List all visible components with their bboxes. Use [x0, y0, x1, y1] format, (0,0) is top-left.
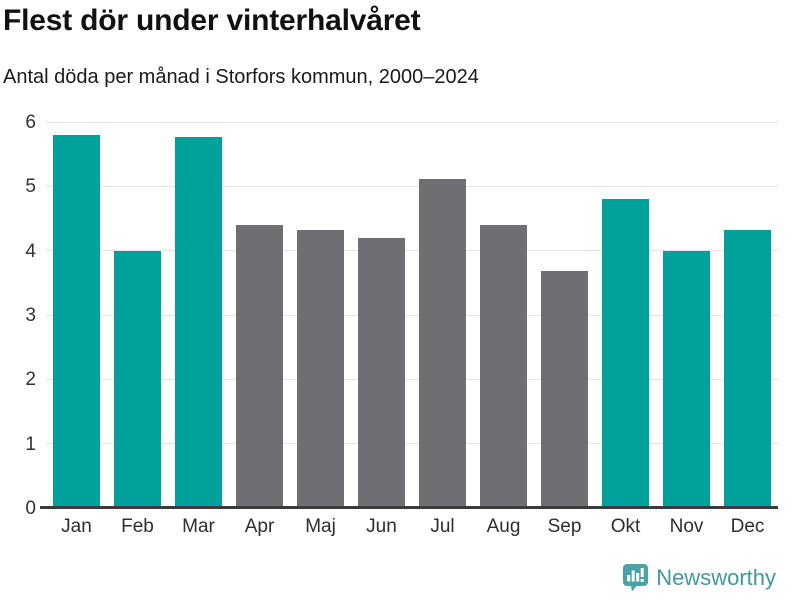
gridline-y2 [46, 378, 778, 380]
plot-area [40, 121, 778, 509]
x-tick-label-jun: Jun [366, 516, 397, 537]
y-tick-label-1: 1 [25, 433, 36, 455]
x-tick-label-okt: Okt [610, 516, 641, 537]
x-tick-label-aug: Aug [486, 516, 521, 537]
x-tick-label-jul: Jul [430, 516, 455, 537]
x-axis-labels: Jan Feb Mar Apr Maj Jun Jul Aug Sep Okt Nov Dec [46, 516, 778, 538]
gridline-y6 [46, 121, 778, 123]
gridline-y5 [46, 185, 778, 187]
y-tick-label-3: 3 [25, 305, 36, 326]
bar-jul [419, 178, 466, 508]
bar-nov [663, 250, 710, 508]
bar-jan [53, 134, 100, 508]
brand-footer: Newsworthy [622, 563, 776, 592]
x-tick-label-nov: Nov [669, 516, 704, 537]
bar-apr [236, 224, 283, 508]
y-tick-label-6: 6 [25, 112, 36, 133]
y-tick-label-0: 0 [25, 498, 36, 519]
x-axis-line [40, 506, 778, 509]
x-tick-label-jan: Jan [61, 516, 92, 537]
x-tick-label-dec: Dec [730, 516, 765, 537]
y-tick-label-5: 5 [25, 176, 36, 198]
bar-series [46, 122, 778, 508]
y-tick-label-4: 4 [25, 240, 36, 262]
brand-name: Newsworthy [656, 564, 776, 590]
chart-subtitle: Antal döda per månad i Storfors kommun, … [3, 66, 479, 88]
gridline-y3 [46, 314, 778, 316]
x-tick-label-feb: Feb [121, 516, 154, 537]
y-tick-label-2: 2 [25, 369, 36, 391]
x-tick-label-sep: Sep [547, 516, 582, 537]
x-tick-label-maj: Maj [305, 516, 336, 537]
newsworthy-speech-bubble-chart-icon [622, 563, 649, 592]
bar-jun [358, 237, 405, 508]
bar-maj [297, 230, 344, 508]
gridline-y4 [46, 250, 778, 252]
x-tick-label-apr: Apr [244, 516, 275, 537]
bar-mar [175, 137, 222, 508]
bar-sep [541, 271, 588, 508]
x-tick-label-mar: Mar [182, 516, 215, 537]
bar-okt [602, 199, 649, 508]
chart-title: Flest dör under vinterhalvåret [3, 4, 421, 37]
bar-aug [480, 224, 527, 508]
bar-dec [724, 230, 771, 508]
gridline-y1 [46, 443, 778, 445]
bar-feb [114, 250, 161, 508]
